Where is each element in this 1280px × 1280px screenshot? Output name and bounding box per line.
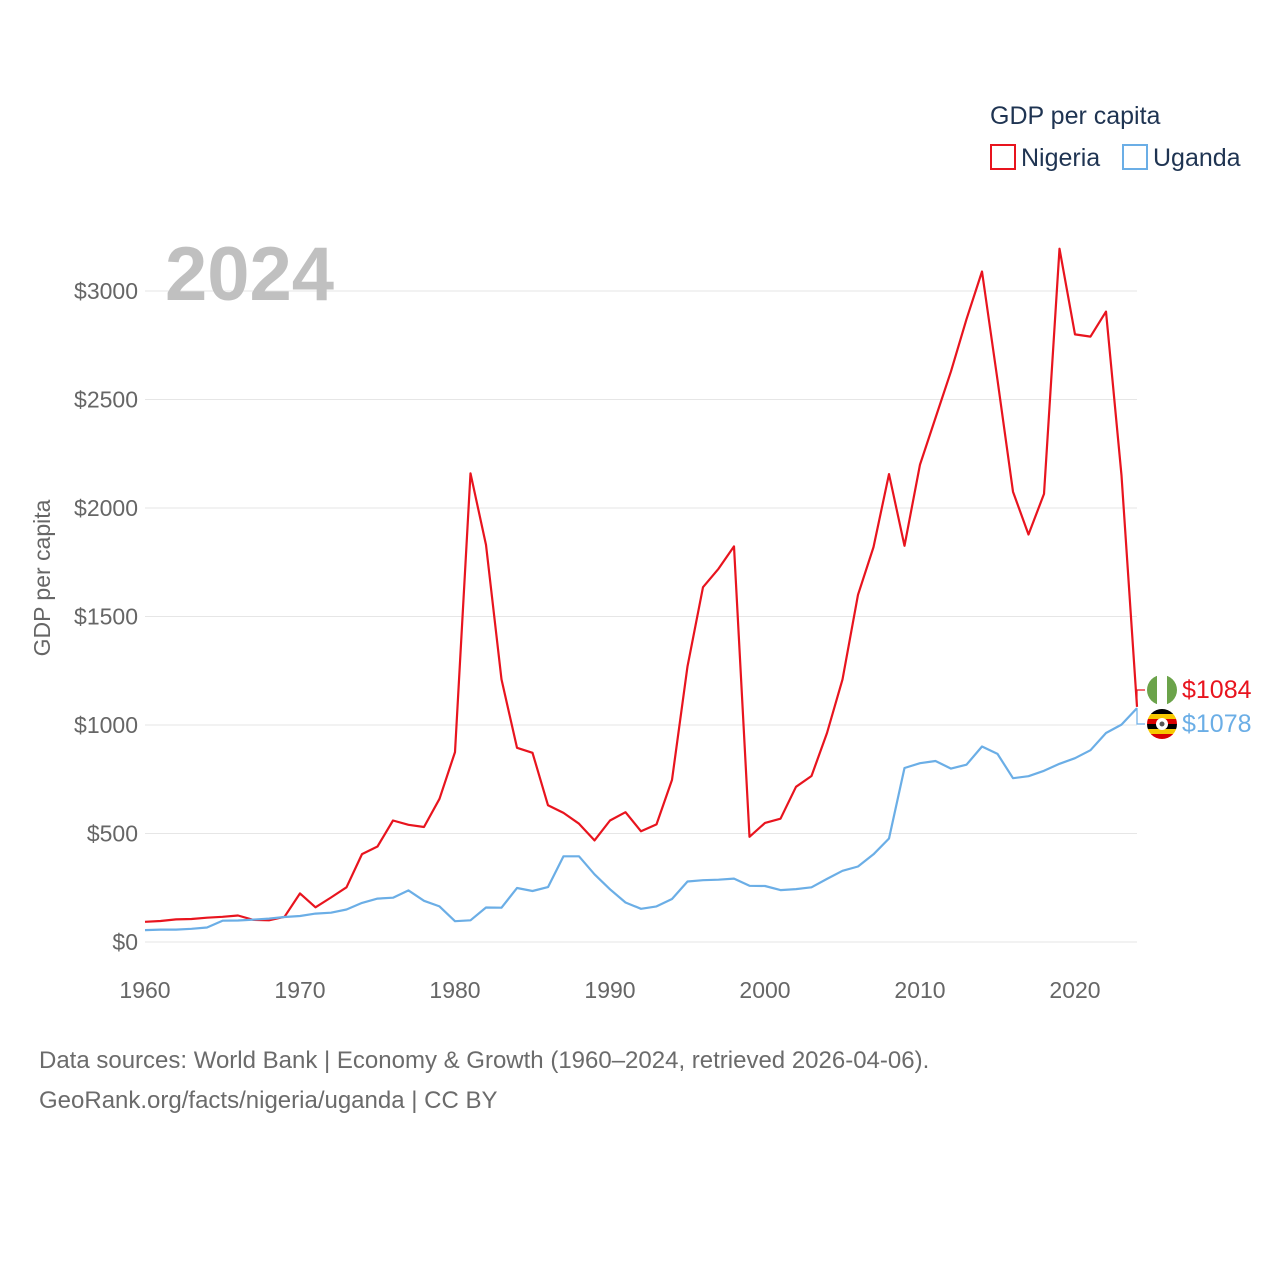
legend-swatch-nigeria: [990, 144, 1016, 170]
legend-item-uganda[interactable]: Uganda: [1122, 144, 1241, 172]
uganda-flag-icon: [1147, 709, 1177, 739]
x-tick-label: 2010: [894, 977, 945, 1003]
source-line-1: Data sources: World Bank | Economy & Gro…: [39, 1047, 929, 1074]
y-tick-label: $2500: [74, 387, 138, 413]
series-line-uganda[interactable]: [144, 707, 1138, 932]
end-value-label-uganda: $1078: [1182, 710, 1252, 738]
legend-label-nigeria: Nigeria: [1021, 144, 1100, 172]
legend-swatch-uganda: [1122, 144, 1148, 170]
x-tick-label: 2020: [1049, 977, 1100, 1003]
y-tick-label: $500: [87, 821, 138, 847]
end-labels: $1084 $1078: [1136, 676, 1252, 738]
end-connector-nigeria: [1136, 689, 1145, 707]
year-label: 2024: [165, 232, 334, 317]
nigeria-flag-icon: [1147, 675, 1177, 705]
gridlines: [145, 290, 1137, 943]
y-tick-label: $0: [112, 929, 138, 955]
x-tick-label: 1990: [584, 977, 635, 1003]
end-value-label-nigeria: $1084: [1182, 676, 1252, 704]
x-tick-label: 1980: [429, 977, 480, 1003]
y-tick-label: $1000: [74, 712, 138, 738]
y-tick-label: $1500: [74, 604, 138, 630]
x-tick-label: 1970: [274, 977, 325, 1003]
legend-item-nigeria[interactable]: Nigeria: [990, 144, 1100, 172]
y-axis-tick-labels: $0 $500 $1000 $1500 $2000 $2500 $3000: [74, 278, 138, 955]
x-tick-label: 1960: [119, 977, 170, 1003]
y-tick-label: $3000: [74, 278, 138, 304]
legend-title: GDP per capita: [990, 102, 1161, 130]
x-tick-label: 2000: [739, 977, 790, 1003]
legend-label-uganda: Uganda: [1153, 144, 1241, 172]
end-connector-uganda: [1136, 708, 1145, 725]
series-line-nigeria[interactable]: [144, 247, 1139, 923]
series-lines: [144, 247, 1139, 932]
source-line-2[interactable]: GeoRank.org/facts/nigeria/uganda | CC BY: [39, 1087, 497, 1114]
x-axis-tick-labels: 1960 1970 1980 1990 2000 2010 2020: [119, 977, 1100, 1003]
y-axis-title: GDP per capita: [29, 499, 55, 656]
y-tick-label: $2000: [74, 495, 138, 521]
